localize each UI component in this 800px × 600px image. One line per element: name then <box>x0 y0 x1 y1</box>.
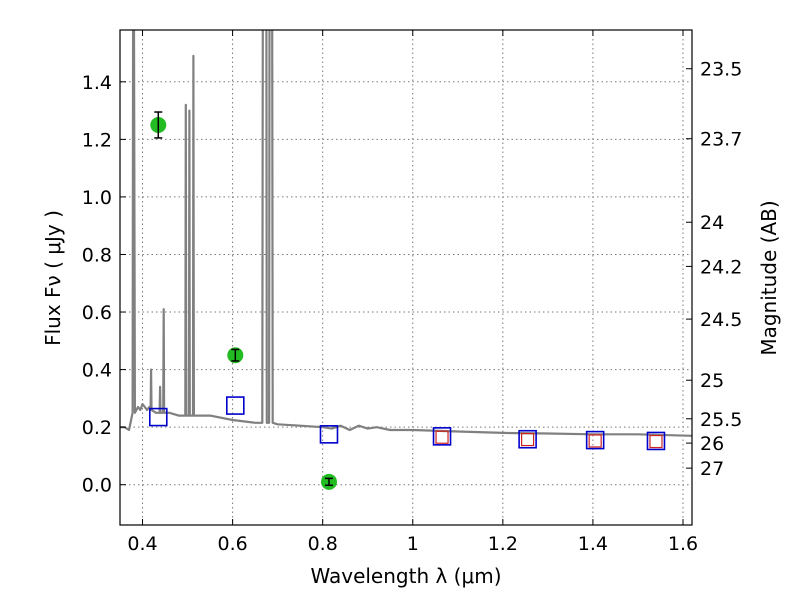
nir-point <box>588 434 602 448</box>
model-point <box>518 429 537 449</box>
nir-point <box>649 434 663 449</box>
x-tick-label: 1.4 <box>578 533 608 555</box>
magnitude-tick-label: 23.5 <box>700 59 742 81</box>
magnitude-tick-label: 24 <box>700 212 724 234</box>
ticks: 0.4 0.6 0.8 1 1.2 1.4 1.6 0.0 0.2 0.4 0.6 0.8 1.0 1.2… <box>82 30 742 555</box>
magnitude-tick-label: 24.5 <box>700 309 742 331</box>
model-point <box>585 430 605 450</box>
magnitude-tick-label: 27 <box>700 458 724 480</box>
plot-background <box>120 30 692 525</box>
nir-point <box>521 432 535 447</box>
x-tick-label: 1 <box>407 533 419 555</box>
y-tick-label: 1.0 <box>82 187 112 209</box>
magnitude-tick-label: 26 <box>700 433 724 455</box>
y-tick-label: 0.4 <box>82 360 112 382</box>
magnitude-tick-label: 25 <box>700 370 724 392</box>
x-tick-label: 1.2 <box>488 533 518 555</box>
x-tick-label: 0.8 <box>308 533 338 555</box>
spectrum-line <box>120 30 692 437</box>
y-tick-label: 0.0 <box>82 475 112 497</box>
plot-frame <box>119 29 693 526</box>
nir-point <box>435 430 449 444</box>
model-point <box>646 431 666 451</box>
magnitude-axis-label: Magnitude (AB) <box>757 200 781 355</box>
model-point <box>432 427 452 446</box>
spectrum-layer <box>120 30 692 437</box>
x-tick-label: 1.6 <box>668 533 698 555</box>
y-tick-label: 0.8 <box>82 244 112 266</box>
grid <box>120 30 692 525</box>
magnitude-tick-label: 25.5 <box>700 409 742 431</box>
magnitude-tick-label: 24.2 <box>700 256 742 278</box>
magnitude-tick-label: 23.7 <box>700 129 742 151</box>
model-point <box>226 396 245 415</box>
y-tick-label: 0.6 <box>82 302 112 324</box>
y-tick-label: 0.2 <box>82 417 112 439</box>
x-tick-label: 0.4 <box>127 533 157 555</box>
marker-layer <box>148 111 666 490</box>
model-point <box>148 407 168 427</box>
x-tick-label: 0.6 <box>217 533 247 555</box>
model-point <box>319 425 339 444</box>
y-axis-label: Flux Fν ( μJy ) <box>41 210 65 346</box>
y-tick-label: 1.4 <box>82 72 112 94</box>
x-axis-label: Wavelength λ (μm) <box>310 564 501 588</box>
y-tick-label: 1.2 <box>82 129 112 151</box>
